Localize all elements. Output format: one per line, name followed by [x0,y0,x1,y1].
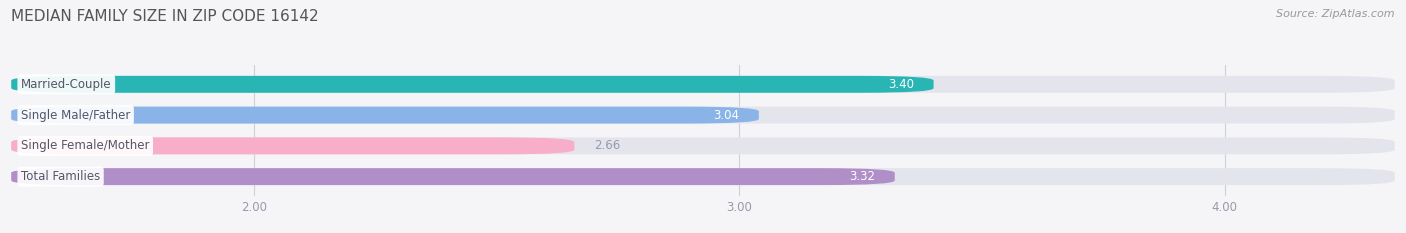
Text: 3.40: 3.40 [889,78,914,91]
Text: Source: ZipAtlas.com: Source: ZipAtlas.com [1277,9,1395,19]
Text: Single Female/Mother: Single Female/Mother [21,139,149,152]
FancyBboxPatch shape [11,137,1395,154]
Text: Total Families: Total Families [21,170,100,183]
Text: Married-Couple: Married-Couple [21,78,111,91]
FancyBboxPatch shape [11,168,894,185]
Text: 2.66: 2.66 [593,139,620,152]
Text: Single Male/Father: Single Male/Father [21,109,131,122]
Text: 3.04: 3.04 [713,109,740,122]
FancyBboxPatch shape [11,168,1395,185]
FancyBboxPatch shape [11,76,934,93]
FancyBboxPatch shape [11,107,759,123]
Text: MEDIAN FAMILY SIZE IN ZIP CODE 16142: MEDIAN FAMILY SIZE IN ZIP CODE 16142 [11,9,319,24]
FancyBboxPatch shape [11,137,575,154]
Text: 3.32: 3.32 [849,170,876,183]
FancyBboxPatch shape [11,76,1395,93]
FancyBboxPatch shape [11,107,1395,123]
